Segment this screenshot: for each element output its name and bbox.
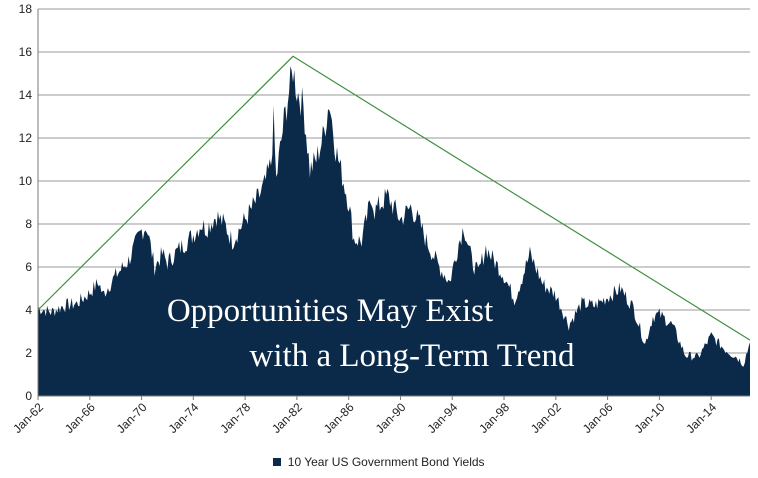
axes xyxy=(37,9,750,400)
y-tick-label: 6 xyxy=(25,260,32,274)
legend-swatch xyxy=(273,458,282,466)
legend: 10 Year US Government Bond Yields xyxy=(0,455,758,469)
y-tick-label: 0 xyxy=(25,389,32,403)
trend-line xyxy=(37,55,751,341)
y-tick-label: 14 xyxy=(19,88,33,102)
overlay-text-line2: with a Long-Term Trend xyxy=(250,338,575,374)
series-area xyxy=(38,66,750,396)
x-tick-label: Jan-74 xyxy=(166,400,202,436)
x-tick-label: Jan-14 xyxy=(683,400,719,436)
y-tick-label: 12 xyxy=(19,131,33,145)
x-tick-label: Jan-86 xyxy=(321,400,357,436)
y-tick-label: 10 xyxy=(19,174,33,188)
legend-label: 10 Year US Government Bond Yields xyxy=(287,455,485,469)
trend-polyline xyxy=(37,55,751,341)
y-tick-labels: 0 2 4 6 8 10 12 14 16 18 xyxy=(19,2,33,403)
x-tick-label: Jan-06 xyxy=(580,400,616,436)
x-tick-label: Jan-94 xyxy=(424,400,460,436)
x-tick-label: Jan-62 xyxy=(10,400,46,436)
y-tick-label: 16 xyxy=(19,45,33,59)
y-tick-label: 2 xyxy=(25,346,32,360)
x-tick-label: Jan-10 xyxy=(632,400,668,436)
overlay-text-line1: Opportunities May Exist xyxy=(167,293,493,329)
x-tick-label: Jan-98 xyxy=(476,400,512,436)
x-tick-label: Jan-02 xyxy=(528,400,564,436)
y-tick-label: 4 xyxy=(25,303,32,317)
x-tick-label: Jan-70 xyxy=(114,400,150,436)
y-tick-label: 8 xyxy=(25,217,32,231)
x-tick-labels: Jan-62 Jan-66 Jan-70 Jan-74 Jan-78 Jan-82 Jan-… xyxy=(10,400,719,436)
yield-area xyxy=(38,66,750,396)
y-tick-label: 18 xyxy=(19,2,33,16)
x-tick-label: Jan-66 xyxy=(62,400,98,436)
x-tick-label: Jan-90 xyxy=(373,400,409,436)
x-tick-label: Jan-82 xyxy=(269,400,305,436)
x-tick-label: Jan-78 xyxy=(217,400,253,436)
